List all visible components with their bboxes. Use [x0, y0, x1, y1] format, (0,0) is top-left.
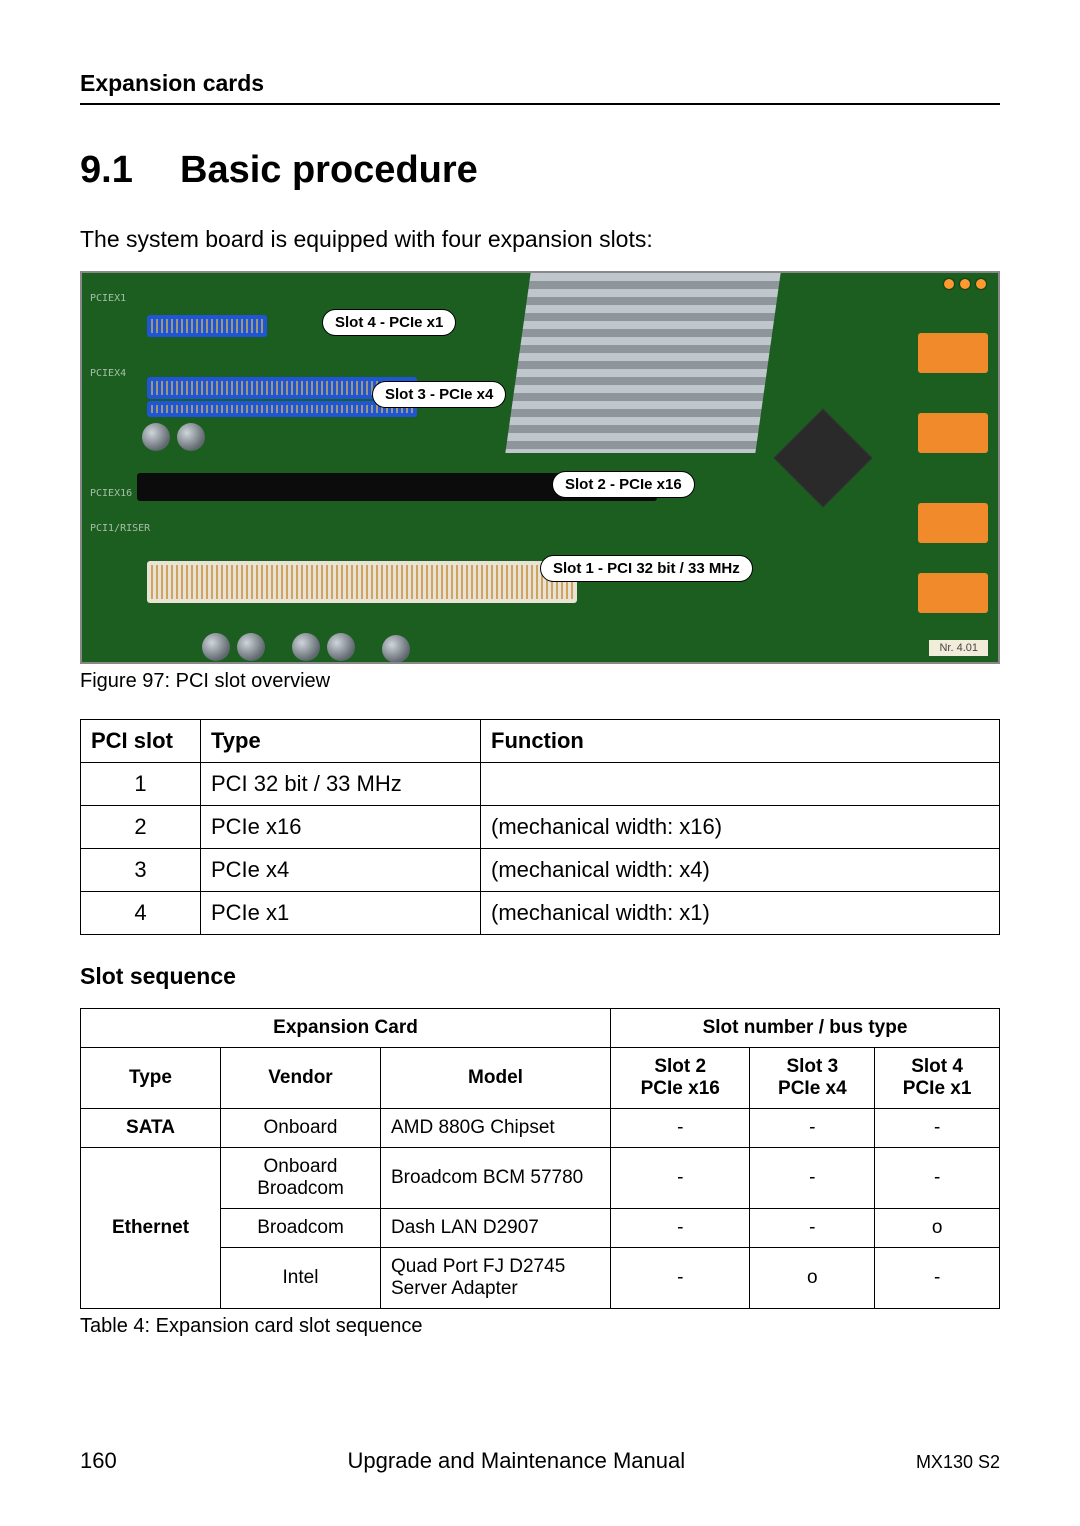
t2-type-cell: Ethernet: [81, 1148, 221, 1309]
intro-text: The system board is equipped with four e…: [80, 226, 1000, 253]
t2-cell: -: [611, 1109, 750, 1148]
t2-cell: Onboard: [221, 1109, 381, 1148]
heatsink: [505, 273, 780, 453]
sata-connector: [918, 413, 988, 453]
t2-cell: -: [875, 1148, 1000, 1209]
led-group: [944, 279, 986, 289]
pci-slot-overview-figure: PCIEX1 PCIEX4 PCIEX16 PCI1/RISER: [80, 271, 1000, 664]
table2-caption: Table 4: Expansion card slot sequence: [80, 1315, 1000, 1338]
board-sticker: Nr. 4.01: [929, 640, 988, 656]
t1-cell: [481, 763, 1000, 806]
t1-cell: 2: [81, 806, 201, 849]
slot4-pcie-x1: [147, 315, 267, 337]
t2-cell: o: [875, 1209, 1000, 1248]
t1-cell: (mechanical width: x16): [481, 806, 1000, 849]
pcb-silk: PCIEX4: [90, 368, 126, 379]
heading-title: Basic procedure: [180, 149, 478, 191]
slot-sequence-table: Expansion Card Slot number / bus type Ty…: [80, 1008, 1000, 1309]
t2-cell: -: [611, 1209, 750, 1248]
label-slot3: Slot 3 - PCIe x4: [372, 381, 506, 408]
t1-cell: 1: [81, 763, 201, 806]
section-header: Expansion cards: [80, 70, 1000, 105]
label-slot1: Slot 1 - PCI 32 bit / 33 MHz: [540, 555, 753, 582]
t1-cell: 3: [81, 849, 201, 892]
t2-cell: Intel: [221, 1248, 381, 1309]
slot1-pci: [147, 561, 577, 603]
t1-h2: Type: [201, 720, 481, 763]
t1-cell: PCIe x16: [201, 806, 481, 849]
heading-basic-procedure: 9.1Basic procedure: [80, 149, 1000, 192]
t2-subhead: Slot 3PCIe x4: [750, 1048, 875, 1109]
footer-title: Upgrade and Maintenance Manual: [348, 1448, 686, 1474]
t2-cell: -: [875, 1248, 1000, 1309]
slot-sequence-heading: Slot sequence: [80, 963, 1000, 990]
t2-cell: Quad Port FJ D2745 Server Adapter: [381, 1248, 611, 1309]
t2-cell: -: [875, 1109, 1000, 1148]
t2-cell: -: [750, 1109, 875, 1148]
t2-cell: Broadcom BCM 57780: [381, 1148, 611, 1209]
t1-cell: PCIe x4: [201, 849, 481, 892]
t2-subhead: Model: [381, 1048, 611, 1109]
t2-cell: Broadcom: [221, 1209, 381, 1248]
label-slot4: Slot 4 - PCIe x1: [322, 309, 456, 336]
t2-subhead: Vendor: [221, 1048, 381, 1109]
t1-h1: PCI slot: [81, 720, 201, 763]
t2-cell: -: [750, 1209, 875, 1248]
t1-cell: PCIe x1: [201, 892, 481, 935]
t2-cell: Dash LAN D2907: [381, 1209, 611, 1248]
pcb-silk: PCI1/RISER: [90, 523, 150, 534]
sata-connector: [918, 503, 988, 543]
label-slot2: Slot 2 - PCIe x16: [552, 471, 695, 498]
t2-subhead: Type: [81, 1048, 221, 1109]
t2-cell: o: [750, 1248, 875, 1309]
t2-cell: -: [611, 1248, 750, 1309]
t2-cell: AMD 880G Chipset: [381, 1109, 611, 1148]
page-number: 160: [80, 1448, 117, 1474]
page-footer: 160 Upgrade and Maintenance Manual MX130…: [80, 1447, 1000, 1474]
t2-top2: Slot number / bus type: [611, 1009, 1000, 1048]
t1-cell: PCI 32 bit / 33 MHz: [201, 763, 481, 806]
figure-caption: Figure 97: PCI slot overview: [80, 670, 1000, 693]
heading-number: 9.1: [80, 149, 180, 192]
t2-top1: Expansion Card: [81, 1009, 611, 1048]
pcb-silk: PCIEX16: [90, 488, 132, 499]
t1-h3: Function: [481, 720, 1000, 763]
sata-connector: [918, 573, 988, 613]
t1-cell: (mechanical width: x1): [481, 892, 1000, 935]
t2-subhead: Slot 2PCIe x16: [611, 1048, 750, 1109]
t2-subhead: Slot 4PCIe x1: [875, 1048, 1000, 1109]
footer-model: MX130 S2: [916, 1452, 1000, 1473]
t2-cell: -: [750, 1148, 875, 1209]
chip: [774, 409, 873, 508]
t1-cell: (mechanical width: x4): [481, 849, 1000, 892]
t2-type-cell: SATA: [81, 1109, 221, 1148]
pcb-silk: PCIEX1: [90, 293, 126, 304]
pci-slot-table: PCI slot Type Function 1PCI 32 bit / 33 …: [80, 719, 1000, 935]
t2-cell: -: [611, 1148, 750, 1209]
t2-cell: Onboard Broadcom: [221, 1148, 381, 1209]
t1-cell: 4: [81, 892, 201, 935]
sata-connector: [918, 333, 988, 373]
